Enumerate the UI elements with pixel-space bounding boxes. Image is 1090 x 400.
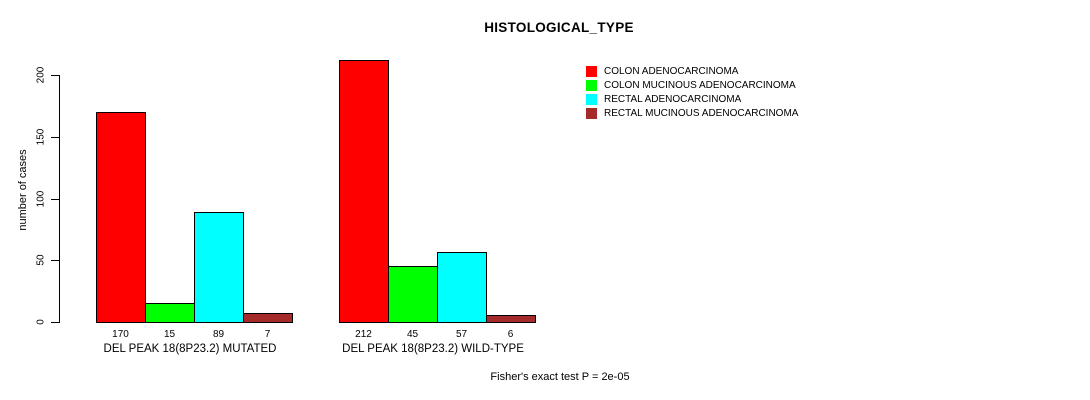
bar-value-label: 15 [163, 329, 176, 340]
bar-value-label: 7 [264, 329, 271, 340]
bar [96, 112, 146, 323]
bar [388, 266, 438, 323]
x-group-label: DEL PEAK 18(8P23.2) WILD-TYPE [342, 343, 524, 355]
legend-swatch [586, 65, 597, 77]
legend-label: COLON ADENOCARCINOMA [604, 65, 739, 77]
legend-row: RECTAL ADENOCARCINOMA [586, 92, 798, 106]
legend: COLON ADENOCARCINOMA COLON MUCINOUS ADENO… [586, 64, 798, 120]
legend-swatch [586, 93, 597, 105]
bar-value-label: 45 [406, 329, 419, 340]
y-tick-label: 100 [35, 190, 47, 207]
bar-value-label: 57 [455, 329, 468, 340]
y-tick [51, 198, 60, 200]
bar [194, 212, 244, 323]
legend-label: RECTAL MUCINOUS ADENOCARCINOMA [604, 107, 799, 119]
legend-swatch [586, 79, 597, 91]
x-group-label: DEL PEAK 18(8P23.2) MUTATED [103, 343, 277, 355]
legend-label: COLON MUCINOUS ADENOCARCINOMA [604, 79, 796, 91]
fisher-test-annotation: Fisher's exact test P = 2e-05 [490, 371, 630, 383]
bar [486, 314, 536, 323]
legend-label: RECTAL ADENOCARCINOMA [604, 93, 742, 105]
legend-row: RECTAL MUCINOUS ADENOCARCINOMA [586, 106, 798, 120]
y-tick [51, 75, 60, 76]
legend-swatch [586, 107, 597, 119]
bar-value-label: 170 [112, 329, 129, 340]
y-tick-label: 200 [35, 66, 47, 84]
legend-row: COLON MUCINOUS ADENOCARCINOMA [586, 78, 798, 92]
y-tick [51, 260, 60, 262]
bar [339, 60, 389, 323]
y-tick-label: 150 [35, 128, 47, 146]
chart-title: HISTOLOGICAL_TYPE [484, 20, 634, 35]
bar-value-label: 6 [507, 329, 514, 340]
y-tick [51, 136, 60, 138]
bar [243, 313, 293, 323]
y-tick [51, 322, 60, 323]
bar [437, 251, 487, 323]
bar-value-label: 89 [212, 329, 225, 340]
y-tick-label: 0 [35, 319, 47, 325]
bar [145, 303, 195, 323]
legend-row: COLON ADENOCARCINOMA [586, 64, 798, 78]
y-tick-label: 50 [35, 254, 47, 266]
bar-value-label: 212 [355, 329, 372, 340]
